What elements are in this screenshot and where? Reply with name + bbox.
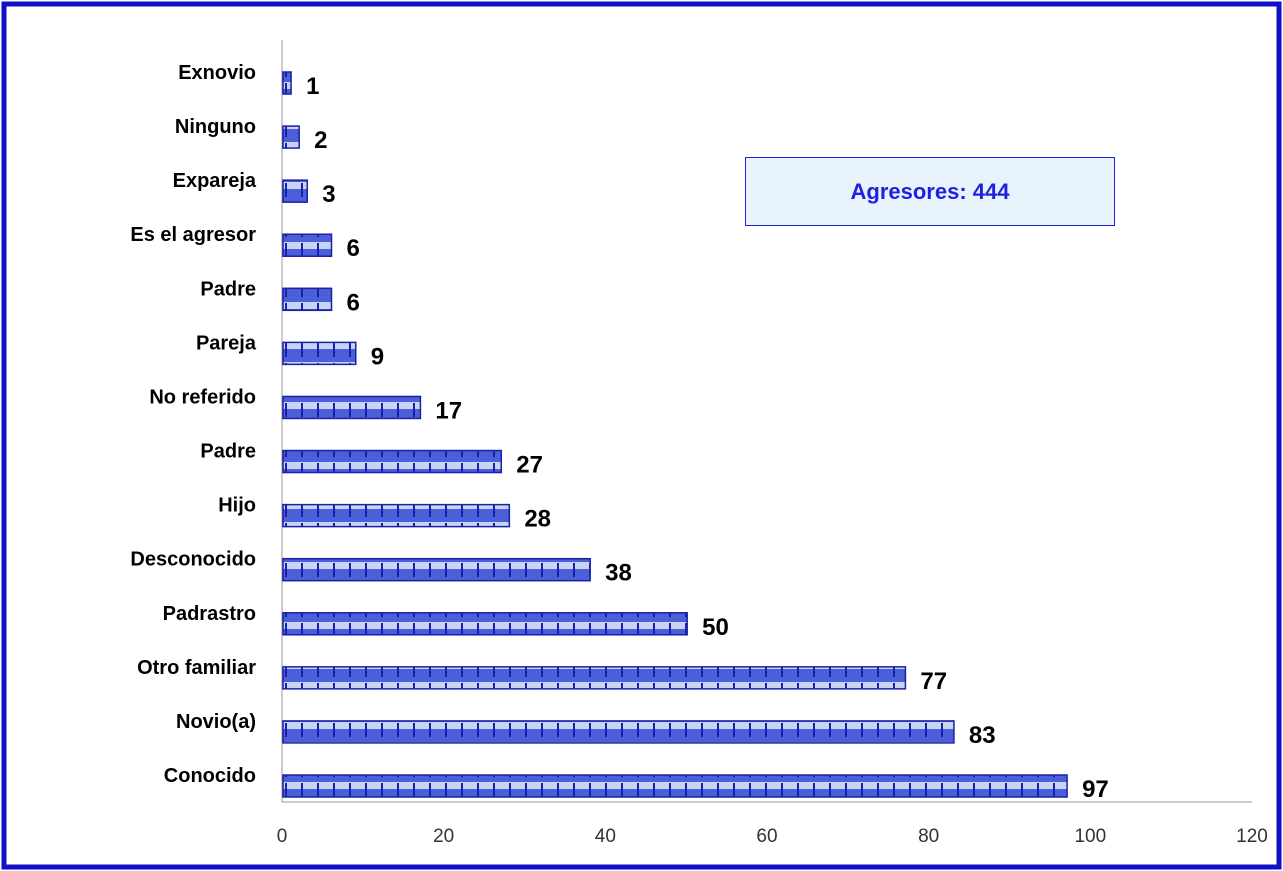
x-axis-ticks: 0 20 40 60 80 100 120 [277, 826, 1268, 847]
category-label: Exnovio [178, 62, 256, 84]
x-tick-label: 120 [1236, 826, 1268, 847]
x-tick-label: 40 [595, 826, 616, 847]
value-label: 28 [524, 506, 551, 533]
category-label: Pareja [196, 332, 257, 354]
bar-8 [282, 503, 511, 528]
value-label: 50 [702, 614, 729, 641]
bar-13 [282, 774, 1068, 798]
category-label: Otro familiar [137, 657, 256, 679]
category-label: Expareja [173, 170, 257, 192]
category-labels: Exnovio Ninguno Expareja Es el agresor Padre… [130, 62, 257, 787]
category-label: No referido [149, 386, 256, 408]
value-label: 38 [605, 560, 632, 587]
value-label: 1 [306, 73, 319, 100]
x-tick-label: 0 [277, 826, 288, 847]
bar-4 [282, 287, 333, 312]
bar-6 [282, 395, 422, 420]
value-label: 27 [516, 452, 543, 479]
category-label: Desconocido [130, 549, 256, 571]
value-label: 9 [371, 343, 384, 370]
category-label: Novio(a) [176, 711, 256, 733]
value-label: 97 [1082, 776, 1109, 803]
category-label: Ninguno [175, 116, 256, 138]
value-label: 6 [347, 289, 360, 316]
category-label: Conocido [164, 765, 256, 787]
bars-group [282, 71, 1068, 798]
x-tick-label: 80 [918, 826, 939, 847]
bar-12 [282, 720, 955, 744]
category-label: Padre [200, 278, 256, 300]
value-label: 83 [969, 722, 996, 749]
value-label: 2 [314, 127, 327, 154]
total-aggressors-box: Agresores: 444 [745, 157, 1115, 226]
bar-9 [282, 557, 591, 582]
value-label: 17 [435, 397, 462, 424]
bar-2 [282, 179, 308, 203]
x-tick-label: 20 [433, 826, 454, 847]
bar-1 [282, 125, 300, 149]
value-label: 77 [920, 668, 947, 695]
value-label: 6 [347, 235, 360, 262]
bar-10 [282, 612, 688, 636]
bar-0 [282, 71, 292, 95]
value-label: 3 [322, 181, 335, 208]
category-label: Hijo [218, 495, 256, 517]
category-label: Padre [200, 441, 256, 463]
x-tick-label: 100 [1074, 826, 1106, 847]
bar-3 [282, 233, 333, 257]
bar-7 [282, 449, 502, 474]
bar-5 [282, 341, 357, 366]
category-label: Padrastro [163, 603, 256, 625]
bar-11 [282, 666, 907, 690]
x-tick-label: 60 [756, 826, 777, 847]
category-label: Es el agresor [130, 224, 256, 246]
